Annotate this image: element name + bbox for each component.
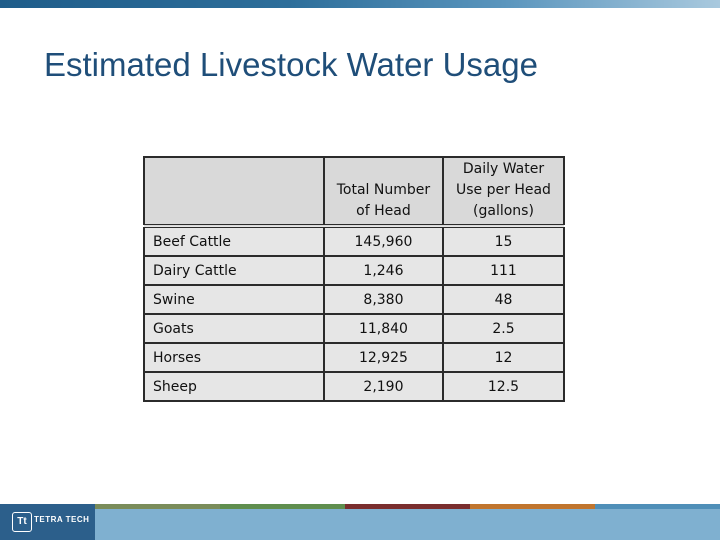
header-total-head-line2: of Head — [356, 203, 411, 219]
header-daily-use-line3: (gallons) — [473, 203, 534, 219]
animal-cell: Goats — [143, 313, 325, 344]
header-daily-use-line2: Use per Head — [456, 182, 551, 198]
footer-segment — [595, 504, 720, 509]
head-cell: 12,925 — [322, 342, 444, 373]
animal-cell: Beef Cattle — [143, 224, 325, 257]
head-cell: 11,840 — [322, 313, 444, 344]
livestock-table: Total Number of Head Daily Water Use per… — [143, 156, 566, 402]
animal-cell: Horses — [143, 342, 325, 373]
table-row: Horses 12,925 12 — [143, 342, 566, 373]
use-cell: 111 — [441, 255, 566, 286]
table-row: Sheep 2,190 12.5 — [143, 371, 566, 402]
use-cell: 15 — [441, 224, 566, 257]
animal-cell: Dairy Cattle — [143, 255, 325, 286]
header-animal — [143, 156, 325, 227]
head-cell: 8,380 — [322, 284, 444, 315]
footer-segment — [470, 504, 595, 509]
use-cell: 12.5 — [441, 371, 566, 402]
table-row: Swine 8,380 48 — [143, 284, 566, 315]
animal-cell: Swine — [143, 284, 325, 315]
head-cell: 1,246 — [322, 255, 444, 286]
header-daily-use-line1: Daily Water — [462, 161, 545, 177]
table-row: Dairy Cattle 1,246 111 — [143, 255, 566, 286]
logo-text: TETRA TECH — [34, 515, 90, 524]
use-cell: 2.5 — [441, 313, 566, 344]
top-accent-bar — [0, 0, 720, 8]
header-daily-use: Daily Water Use per Head (gallons) — [441, 156, 566, 227]
footer-segment — [95, 504, 220, 509]
use-cell: 12 — [441, 342, 566, 373]
tt-logo-icon: Tt — [12, 512, 32, 532]
tetra-tech-logo — [0, 504, 95, 540]
slide-title: Estimated Livestock Water Usage — [44, 46, 538, 83]
table-row: Beef Cattle 145,960 15 — [143, 224, 566, 257]
animal-cell: Sheep — [143, 371, 325, 402]
table-row: Goats 11,840 2.5 — [143, 313, 566, 344]
head-cell: 2,190 — [322, 371, 444, 402]
use-cell: 48 — [441, 284, 566, 315]
table-header-row: Total Number of Head Daily Water Use per… — [143, 156, 566, 227]
footer-segment — [220, 504, 345, 509]
footer-band — [95, 509, 720, 540]
head-cell: 145,960 — [322, 224, 444, 257]
footer-segment — [345, 504, 470, 509]
header-total-head-line1: Total Number — [336, 182, 431, 198]
header-total-head: Total Number of Head — [322, 156, 444, 227]
